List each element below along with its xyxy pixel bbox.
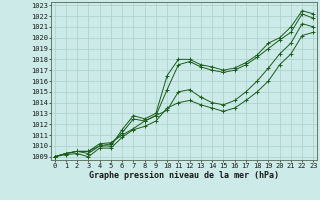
X-axis label: Graphe pression niveau de la mer (hPa): Graphe pression niveau de la mer (hPa) xyxy=(89,171,279,180)
